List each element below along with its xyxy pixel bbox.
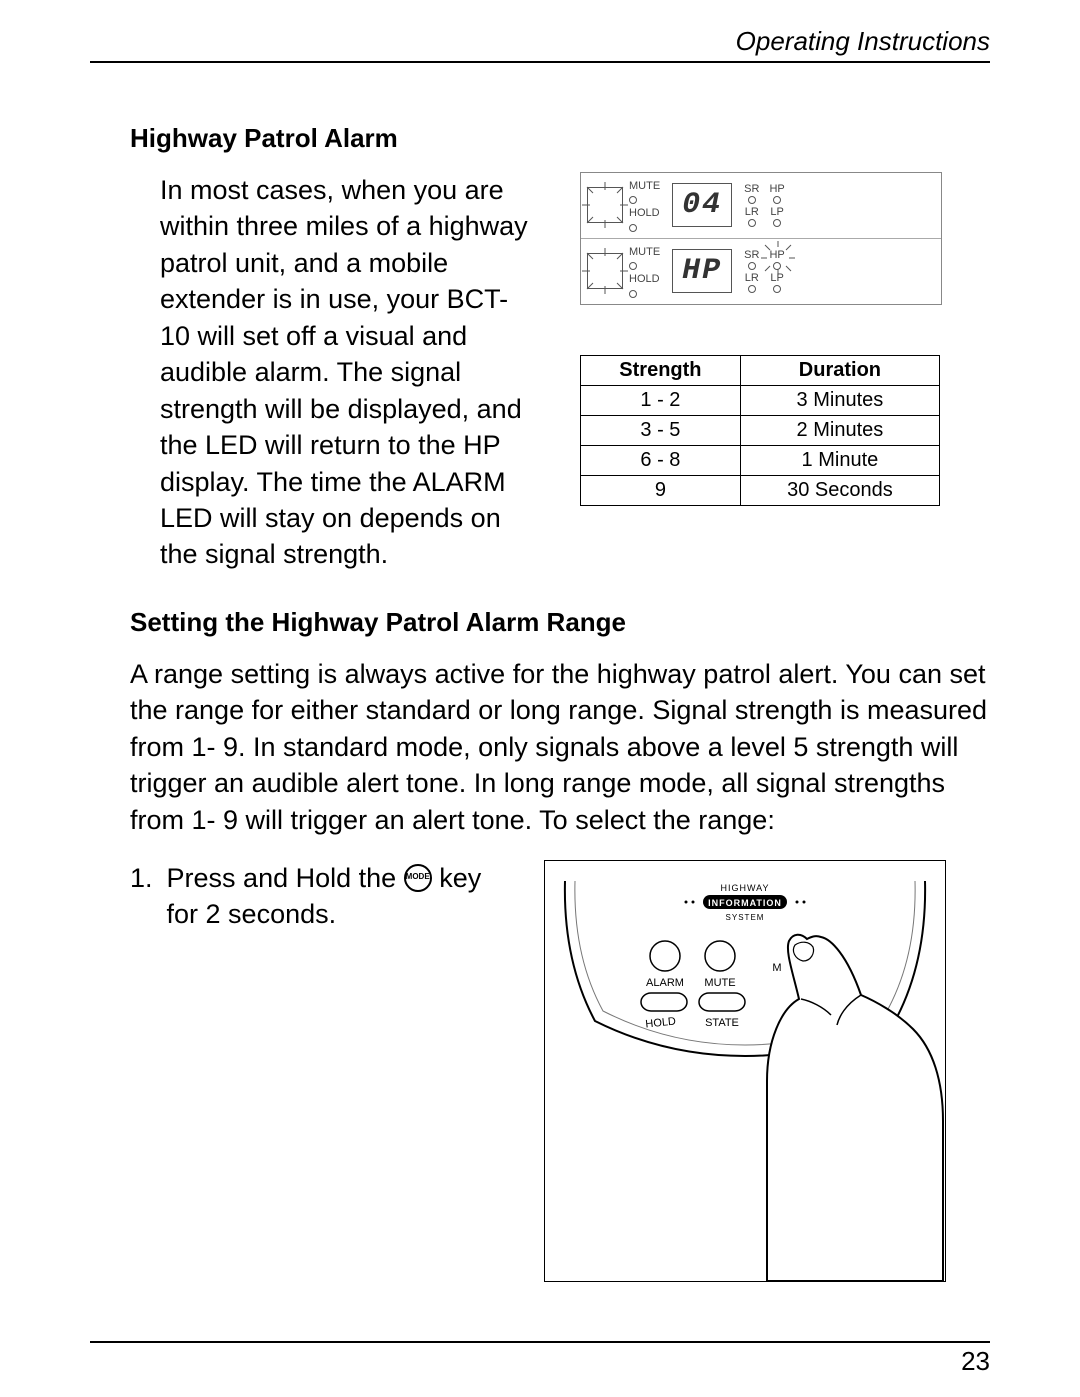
m-label: M — [772, 962, 781, 974]
col-strength: Strength — [581, 355, 741, 385]
brand-bot: SYSTEM — [726, 913, 765, 922]
seven-segment-frame: HP — [672, 249, 732, 293]
duration-table: Strength Duration 1 - 2 3 Minutes 3 - 5 … — [580, 355, 940, 506]
dot-icon — [629, 290, 637, 298]
indicator-grid: SR HP LR — [744, 249, 785, 293]
lp-label: LP — [770, 206, 783, 218]
cell-duration: 30 Seconds — [740, 475, 939, 505]
dot-icon — [748, 262, 756, 270]
col-duration: Duration — [740, 355, 939, 385]
brand-top: HIGHWAY — [721, 883, 770, 893]
step-pre: Press and Hold the — [167, 863, 404, 893]
figures-column: MUTE HOLD 04 SR HP LR LP — [560, 172, 990, 506]
indicator-grid: SR HP LR LP — [744, 183, 785, 227]
cell-duration: 1 Minute — [740, 445, 939, 475]
dot-icon — [629, 224, 637, 232]
lp-label: LP — [770, 272, 783, 284]
manual-page: Operating Instructions Highway Patrol Al… — [0, 0, 1080, 1397]
dot-icon — [748, 285, 756, 293]
lcd-panel-figure: MUTE HOLD 04 SR HP LR LP — [580, 172, 942, 305]
table-row: 1 - 2 3 Minutes — [581, 385, 940, 415]
page-number: 23 — [961, 1346, 990, 1377]
cell-strength: 3 - 5 — [581, 415, 741, 445]
dot-icon — [629, 196, 637, 204]
state-label: STATE — [705, 1017, 739, 1029]
cell-duration: 2 Minutes — [740, 415, 939, 445]
mute-label-btn: MUTE — [704, 977, 735, 989]
cell-strength: 6 - 8 — [581, 445, 741, 475]
intro-layout: In most cases, when you are within three… — [90, 172, 990, 573]
cell-strength: 9 — [581, 475, 741, 505]
lcd-row-04: MUTE HOLD 04 SR HP LR LP — [581, 173, 941, 239]
lr-label: LR — [745, 206, 759, 218]
mute-label: MUTE — [629, 179, 660, 194]
device-press-figure: HIGHWAY INFORMATION SYSTEM ALARM MUTE — [544, 860, 946, 1282]
range-paragraph: A range setting is always active for the… — [90, 656, 990, 838]
cell-strength: 1 - 2 — [581, 385, 741, 415]
seven-segment-frame: 04 — [672, 183, 732, 227]
device-svg: HIGHWAY INFORMATION SYSTEM ALARM MUTE — [545, 861, 945, 1281]
step-1-text: 1. Press and Hold the MODE key for 2 sec… — [90, 860, 500, 933]
dot-icon — [773, 219, 781, 227]
sr-label: SR — [744, 249, 759, 261]
step-number: 1. — [130, 860, 153, 933]
mute-hold-labels: MUTE HOLD — [629, 245, 660, 298]
section-heading: Highway Patrol Alarm — [90, 123, 990, 154]
intro-paragraph: In most cases, when you are within three… — [90, 172, 530, 573]
mute-label: MUTE — [629, 245, 660, 260]
cell-duration: 3 Minutes — [740, 385, 939, 415]
step-body: Press and Hold the MODE key for 2 second… — [167, 860, 500, 933]
subheading-range: Setting the Highway Patrol Alarm Range — [90, 607, 990, 638]
mute-hold-labels: MUTE HOLD — [629, 179, 660, 232]
table-row: 6 - 8 1 Minute — [581, 445, 940, 475]
table-row: 3 - 5 2 Minutes — [581, 415, 940, 445]
table-row: 9 30 Seconds — [581, 475, 940, 505]
page-header: Operating Instructions — [90, 26, 990, 63]
dot-icon — [773, 196, 781, 204]
dot-icon — [773, 285, 781, 293]
alarm-led-icon — [587, 187, 623, 223]
hp-burst-icon — [761, 241, 795, 275]
hold-label: HOLD — [629, 272, 660, 287]
segment-display: 04 — [682, 188, 722, 222]
hp-label: HP — [769, 183, 784, 195]
footer-rule — [90, 1341, 990, 1343]
led-burst-icon — [582, 182, 628, 228]
led-burst-icon — [582, 248, 628, 294]
hold-label: HOLD — [629, 206, 660, 221]
lcd-row-hp: MUTE HOLD HP SR — [581, 239, 941, 304]
mode-key-icon: MODE — [404, 864, 432, 892]
hp-indicator-highlight: HP — [769, 249, 784, 270]
segment-display: HP — [682, 254, 722, 288]
lr-label: LR — [745, 272, 759, 284]
dot-icon — [629, 262, 637, 270]
step-1-row: 1. Press and Hold the MODE key for 2 sec… — [90, 860, 990, 1282]
alarm-label: ALARM — [646, 977, 684, 989]
alarm-led-icon — [587, 253, 623, 289]
hold-label-btn: HOLD — [645, 1015, 677, 1030]
dot-icon — [748, 196, 756, 204]
header-title: Operating Instructions — [736, 26, 990, 56]
brand-mid: INFORMATION — [708, 898, 782, 908]
dot-icon — [748, 219, 756, 227]
sr-label: SR — [744, 183, 759, 195]
